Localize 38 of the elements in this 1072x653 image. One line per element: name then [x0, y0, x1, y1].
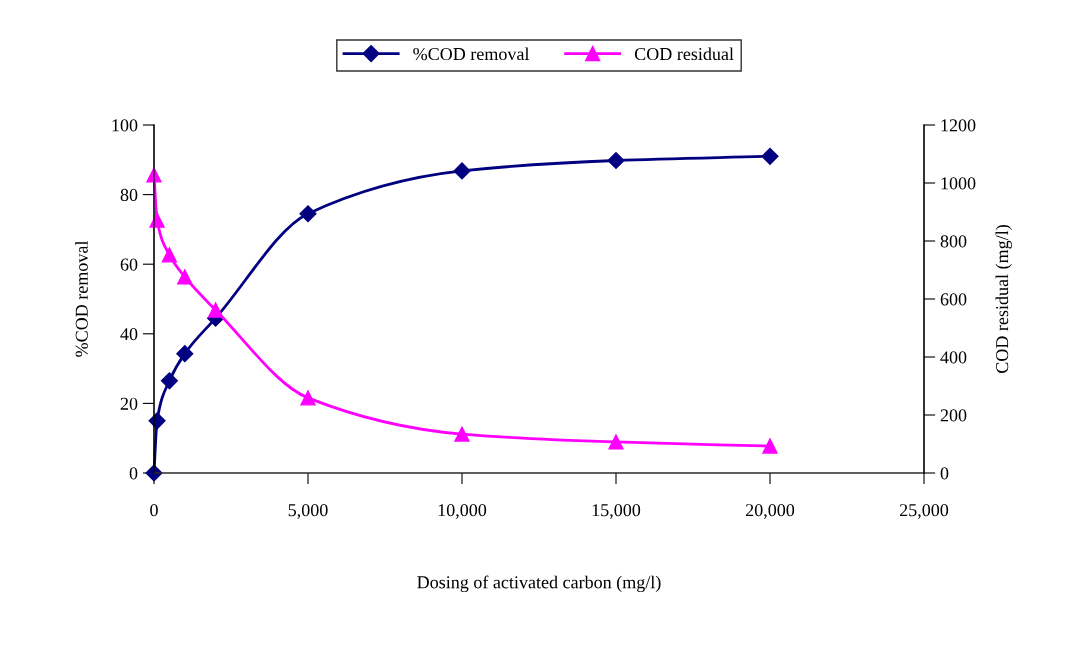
point — [608, 434, 624, 450]
y2-tick-label: 1200 — [941, 119, 976, 132]
y-tick-label: 20 — [120, 397, 138, 410]
x-tick-label: 15,000 — [592, 504, 641, 519]
y2-tick-label: 200 — [940, 409, 967, 422]
y-axis-title: %COD removal — [75, 240, 88, 357]
legend-label: %COD removal — [413, 47, 530, 61]
point — [300, 390, 316, 406]
point — [160, 372, 178, 390]
y2-tick-label: 0 — [940, 467, 949, 480]
x-tick-label: 0 — [150, 504, 158, 517]
x-tick-label: 20,000 — [745, 504, 795, 519]
point — [453, 162, 471, 180]
x-tick-label: 25,000 — [899, 504, 949, 519]
point — [454, 426, 470, 442]
x-axis-title: Dosing of activated carbon (mg/l) — [417, 575, 661, 593]
point — [176, 345, 194, 363]
point — [761, 147, 779, 165]
point — [607, 151, 625, 170]
legend-label: COD residual — [634, 47, 734, 61]
y-tick-label: 80 — [120, 188, 138, 202]
y2-tick-label: 1000 — [941, 177, 976, 190]
point — [177, 269, 193, 285]
y2-axis-title: COD residual (mg/l) — [995, 225, 1012, 373]
y-tick-label: 100 — [112, 119, 138, 132]
point — [207, 302, 224, 318]
x-tick-label: 5,000 — [288, 504, 328, 519]
y2-tick-label: 800 — [940, 235, 967, 248]
x-tick-label: 10,000 — [438, 504, 487, 519]
y-tick-label: 0 — [129, 467, 138, 480]
y-tick-label: 40 — [120, 328, 138, 341]
point — [299, 205, 317, 223]
y2-tick-label: 600 — [940, 293, 967, 306]
point — [161, 247, 178, 263]
y-tick-label: 60 — [120, 258, 138, 271]
point — [149, 212, 165, 228]
point — [762, 438, 778, 454]
y2-tick-label: 400 — [940, 351, 967, 364]
